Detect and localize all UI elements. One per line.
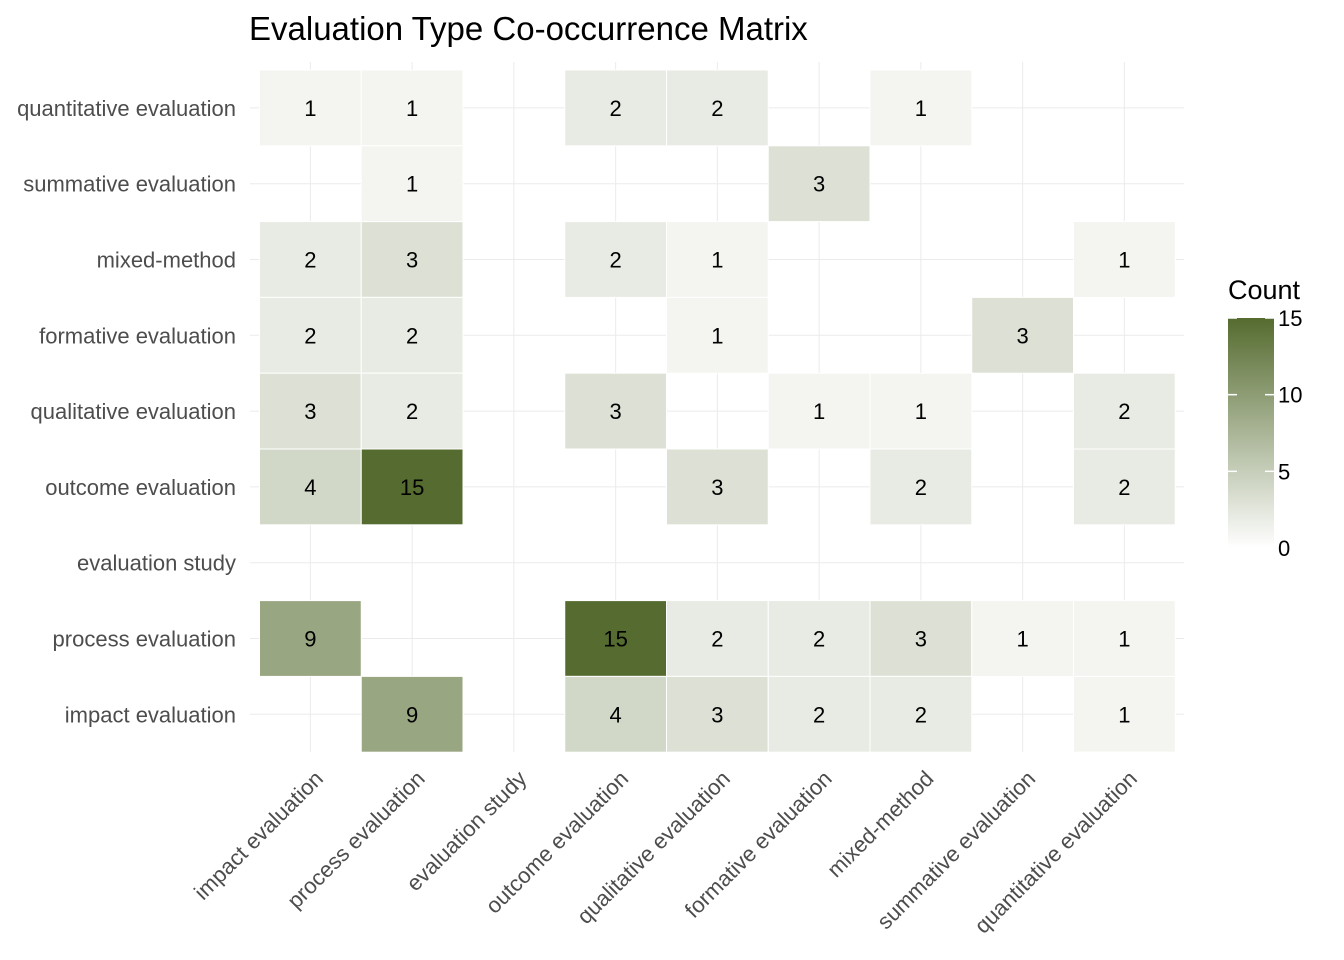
heatmap-cell: [767, 145, 871, 223]
heatmap-cell: [869, 69, 973, 147]
y-tick-label: formative evaluation: [39, 323, 236, 348]
heatmap-cell: [564, 600, 667, 677]
cell-value-label: 3: [1017, 323, 1029, 348]
cell-value-label: 2: [406, 399, 418, 424]
legend-ticks: 0 5 10 15: [1228, 306, 1302, 561]
y-tick-label: mixed-method: [97, 248, 236, 273]
cell-value-label: 2: [610, 96, 622, 121]
cell-value-label: 3: [711, 702, 723, 727]
heatmap-cell: [360, 296, 464, 374]
cell-value-label: 2: [304, 248, 316, 273]
heatmap-cell: [869, 448, 973, 526]
cell-value-label: 4: [610, 702, 622, 727]
heatmap-cell: [666, 69, 769, 147]
heatmap-cell: [564, 221, 667, 298]
legend-color-bar: [1228, 318, 1274, 548]
cell-value-label: 3: [610, 399, 622, 424]
heatmap-cell: [1073, 372, 1176, 450]
heatmap-cell: [1073, 600, 1176, 677]
cell-value-label: 1: [711, 323, 723, 348]
y-tick-label: qualitative evaluation: [31, 399, 236, 424]
heatmap-cell: [360, 145, 464, 223]
cell-value-label: 1: [1118, 702, 1130, 727]
cell-value-label: 1: [406, 172, 418, 197]
legend-tick-label: 5: [1278, 459, 1290, 484]
heatmap-cell: [259, 69, 362, 147]
chart-title: Evaluation Type Co-occurrence Matrix: [249, 10, 808, 47]
color-legend: Count 0 5 10 15: [1228, 275, 1302, 561]
y-tick-label: quantitative evaluation: [17, 96, 236, 121]
x-tick-label: mixed-method: [822, 766, 938, 882]
heatmap-cell: [666, 296, 769, 374]
heatmap-cell: [666, 675, 769, 753]
legend-title: Count: [1228, 275, 1301, 305]
cell-value-label: 4: [304, 475, 316, 500]
heatmap-cell: [767, 675, 871, 753]
cell-value-label: 1: [1017, 627, 1029, 652]
legend-tick-label: 15: [1278, 306, 1302, 331]
cell-value-label: 15: [400, 475, 424, 500]
y-tick-label: impact evaluation: [65, 702, 236, 727]
cell-value-label: 15: [603, 627, 627, 652]
cell-value-label: 2: [1118, 475, 1130, 500]
cell-value-label: 3: [711, 475, 723, 500]
cell-value-label: 1: [915, 96, 927, 121]
heatmap-cell: [1073, 221, 1176, 298]
cell-value-label: 2: [915, 702, 927, 727]
cell-value-label: 2: [813, 702, 825, 727]
cell-value-label: 2: [610, 248, 622, 273]
heatmap-cell: [666, 448, 769, 526]
cell-value-label: 1: [1118, 627, 1130, 652]
cell-value-label: 9: [304, 627, 316, 652]
legend-tick-label: 0: [1278, 536, 1290, 561]
cell-value-label: 2: [711, 627, 723, 652]
heatmap-cell: [1073, 675, 1176, 753]
heatmap-cell: [259, 600, 362, 677]
heatmap-cell: [360, 448, 464, 526]
heatmap-cell: [971, 600, 1074, 677]
cell-value-label: 3: [304, 399, 316, 424]
cell-value-label: 2: [915, 475, 927, 500]
cell-value-label: 9: [406, 702, 418, 727]
heatmap-cell: [259, 221, 362, 298]
cell-value-label: 2: [711, 96, 723, 121]
heatmap-cell: [564, 372, 667, 450]
cell-value-label: 1: [711, 248, 723, 273]
cell-value-label: 3: [406, 248, 418, 273]
heatmap-cell: [360, 69, 464, 147]
y-tick-label: outcome evaluation: [45, 475, 236, 500]
y-tick-label: summative evaluation: [23, 172, 236, 197]
heatmap-cell: [259, 448, 362, 526]
cell-value-label: 2: [813, 627, 825, 652]
heatmap-cell: [1073, 448, 1176, 526]
cell-value-label: 2: [1118, 399, 1130, 424]
heatmap-cell: [971, 296, 1074, 374]
legend-tick-label: 10: [1278, 383, 1302, 408]
cell-value-label: 1: [304, 96, 316, 121]
heatmap-cell: [869, 675, 973, 753]
cell-value-label: 2: [406, 323, 418, 348]
heatmap-cell: [666, 600, 769, 677]
cell-value-label: 3: [813, 172, 825, 197]
cell-value-label: 1: [813, 399, 825, 424]
y-tick-label: process evaluation: [53, 627, 236, 652]
heatmap-cell: [767, 372, 871, 450]
heatmap-cell: [360, 372, 464, 450]
heatmap-cell: [360, 675, 464, 753]
y-tick-label: evaluation study: [77, 551, 236, 576]
heatmap-cell: [666, 221, 769, 298]
heatmap-cell: [869, 600, 973, 677]
heatmap-cell: [259, 372, 362, 450]
cell-value-label: 3: [915, 627, 927, 652]
cell-value-label: 2: [304, 323, 316, 348]
heatmap-cells: 1 1 2 2 1 1 3 2 3 2 1 1 2 2 1 3 3 2 3 1 1 2 4 15 3 2 2 9 15 2 2 3 1 1 9 4 3 2…: [259, 69, 1176, 753]
cell-value-label: 1: [1118, 248, 1130, 273]
cell-value-label: 1: [915, 399, 927, 424]
y-axis: quantitative evaluation summative evaluat…: [17, 96, 236, 727]
cell-value-label: 1: [406, 96, 418, 121]
